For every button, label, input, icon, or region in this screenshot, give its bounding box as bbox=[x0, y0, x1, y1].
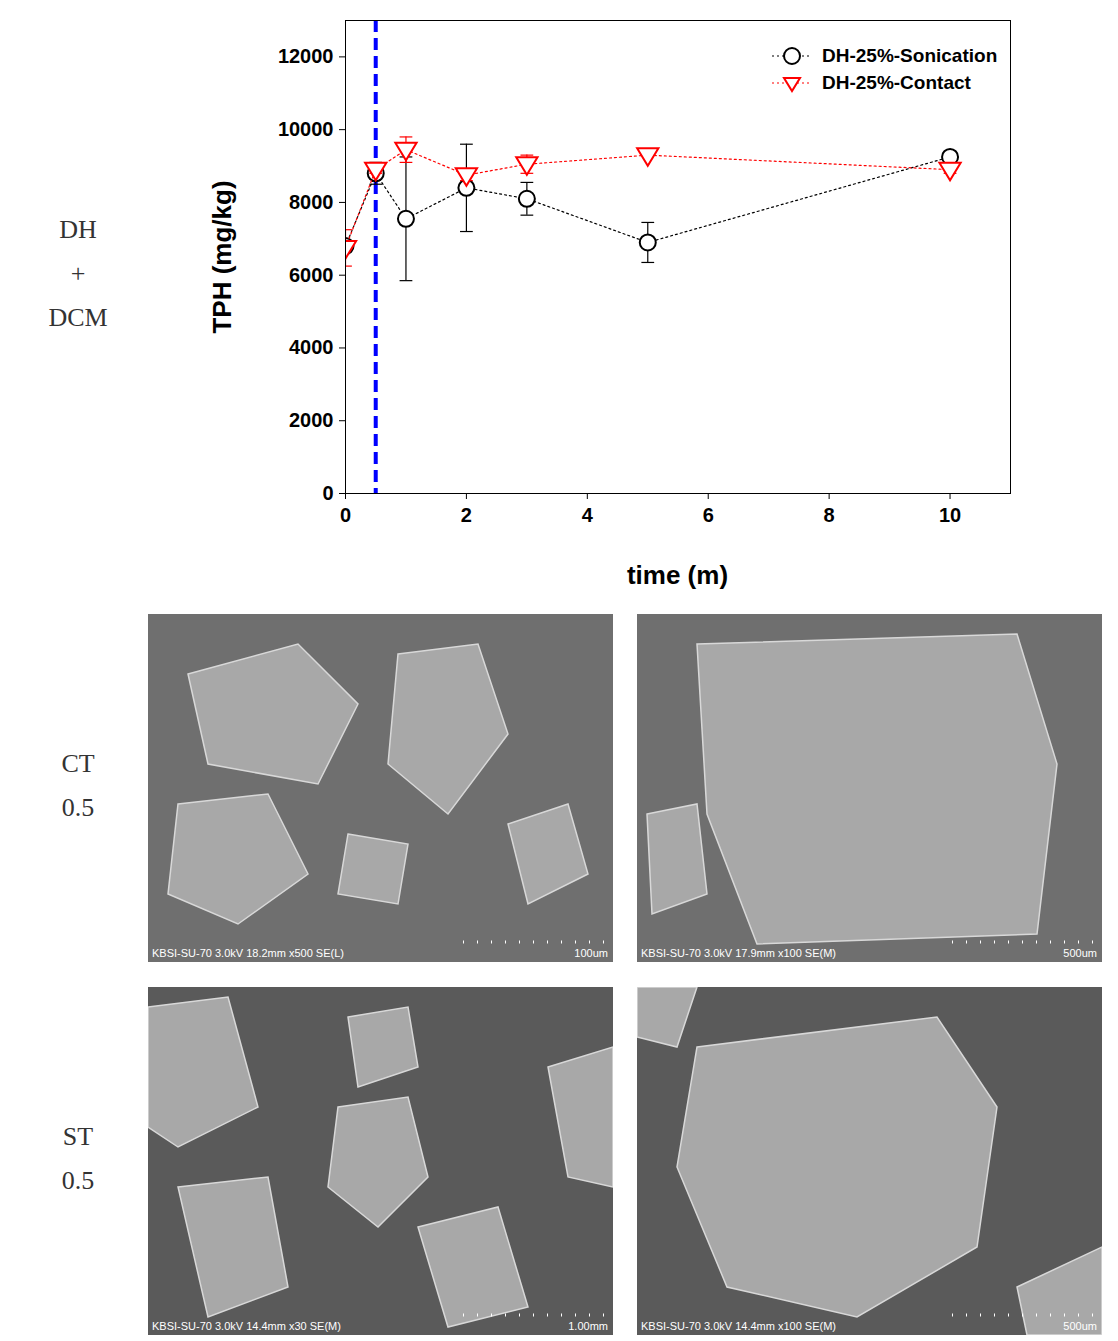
svg-text:8: 8 bbox=[824, 504, 835, 526]
svg-text:1.00mm: 1.00mm bbox=[568, 1320, 608, 1332]
html-text:DCM: DCM bbox=[48, 303, 108, 332]
svg-text:500um: 500um bbox=[1063, 1320, 1097, 1332]
svg-text:10: 10 bbox=[939, 504, 961, 526]
svg-text:100um: 100um bbox=[574, 947, 608, 959]
svg-text:KBSI-SU-70 3.0kV 14.4mm x30 SE: KBSI-SU-70 3.0kV 14.4mm x30 SE(M) bbox=[152, 1320, 341, 1332]
svg-text:4: 4 bbox=[582, 504, 594, 526]
html-text:CT: CT bbox=[61, 749, 95, 778]
svg-text:2000: 2000 bbox=[289, 409, 334, 431]
svg-text:KBSI-SU-70 3.0kV 18.2mm x500 S: KBSI-SU-70 3.0kV 18.2mm x500 SE(L) bbox=[152, 947, 344, 959]
html-text:0.5: 0.5 bbox=[61, 793, 95, 822]
html-text:ST: ST bbox=[62, 1122, 94, 1151]
html-text:0.5: 0.5 bbox=[61, 1166, 95, 1195]
svg-text:2: 2 bbox=[461, 504, 472, 526]
svg-text:12000: 12000 bbox=[278, 45, 334, 67]
html-text:time (m): time (m) bbox=[626, 560, 729, 590]
svg-text:6: 6 bbox=[703, 504, 714, 526]
svg-text:500um: 500um bbox=[1063, 947, 1097, 959]
html-text:TPH (mg/kg): TPH (mg/kg) bbox=[206, 179, 237, 334]
html-text:DH-25%-Contact: DH-25%-Contact bbox=[822, 71, 971, 93]
svg-text:KBSI-SU-70 3.0kV 14.4mm x100 S: KBSI-SU-70 3.0kV 14.4mm x100 SE(M) bbox=[641, 1320, 836, 1332]
svg-text:8000: 8000 bbox=[289, 191, 334, 213]
svg-text:6000: 6000 bbox=[289, 264, 334, 286]
html-text:DH: DH bbox=[59, 215, 97, 244]
svg-text:KBSI-SU-70 3.0kV 17.9mm x100 S: KBSI-SU-70 3.0kV 17.9mm x100 SE(M) bbox=[641, 947, 836, 959]
svg-text:0: 0 bbox=[322, 482, 333, 504]
svg-text:0: 0 bbox=[340, 504, 351, 526]
html-text:DH-25%-Sonication: DH-25%-Sonication bbox=[822, 44, 998, 66]
svg-text:10000: 10000 bbox=[278, 118, 334, 140]
svg-text:4000: 4000 bbox=[289, 336, 334, 358]
